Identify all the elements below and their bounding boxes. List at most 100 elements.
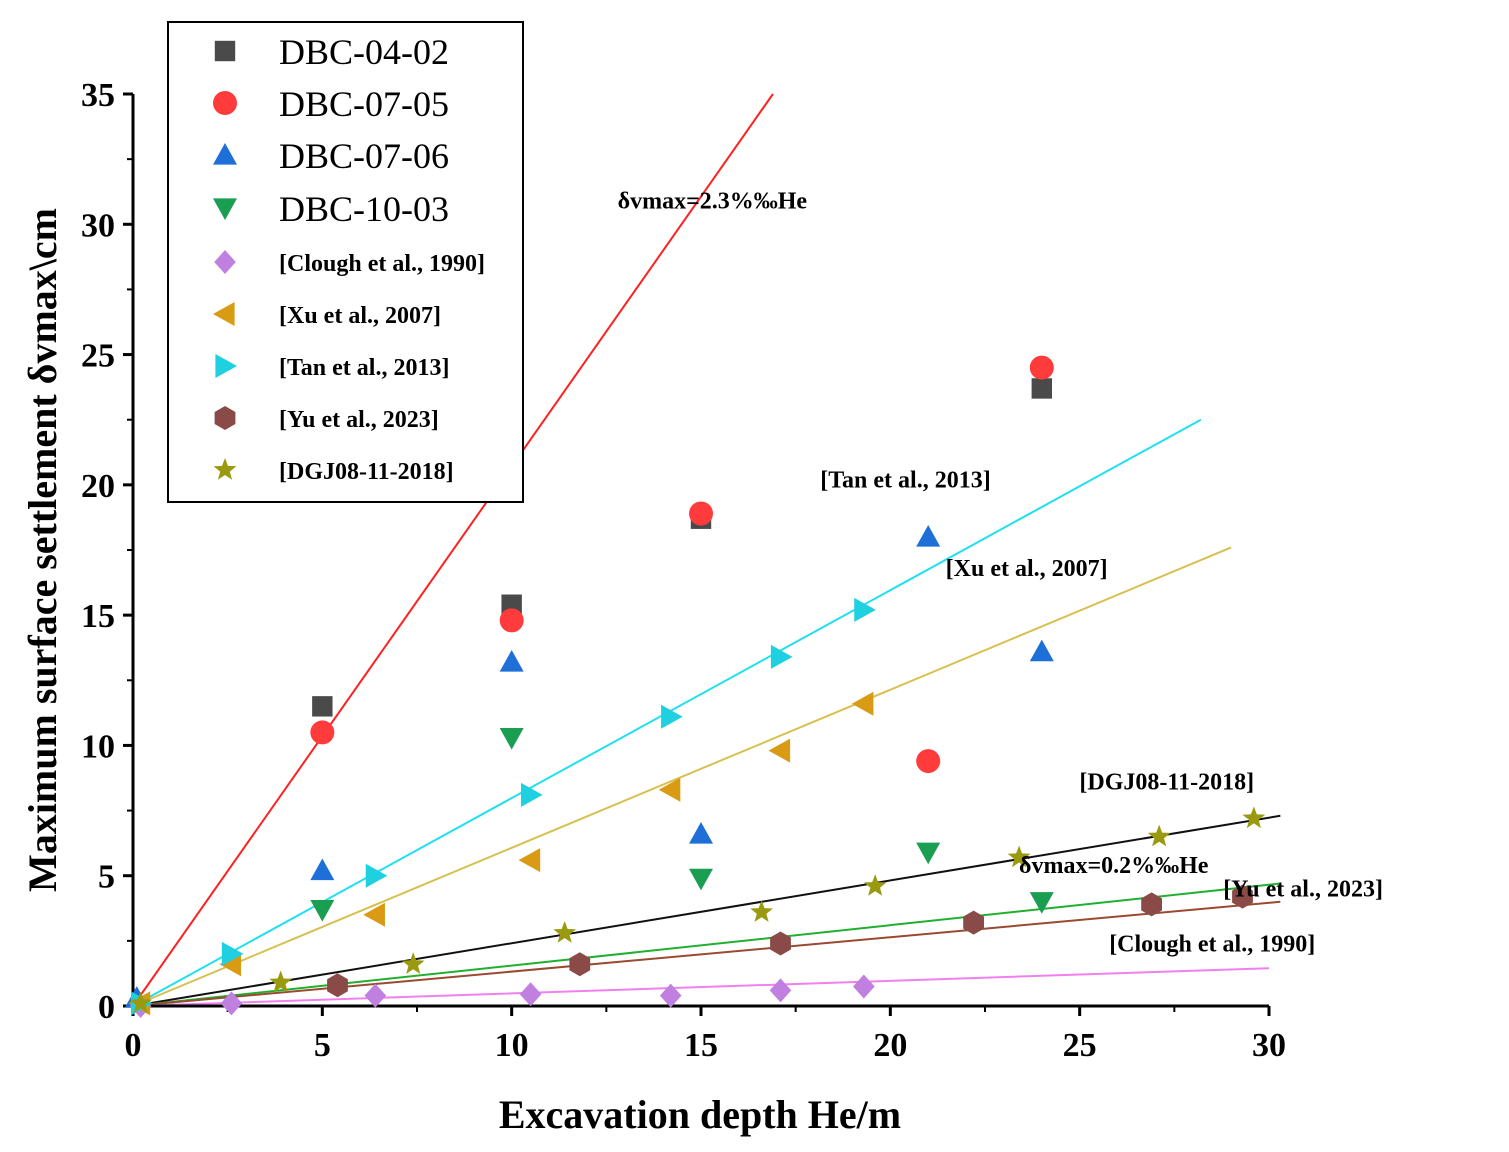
annotation-label: δvmax=0.2%‰He <box>1019 853 1209 879</box>
data-point-series-3 <box>1029 892 1054 914</box>
data-point-series-4 <box>519 982 542 1007</box>
fit-line-4 <box>132 882 1281 1007</box>
y-tick-label: 20 <box>81 468 115 505</box>
data-point-series-1 <box>689 501 713 526</box>
data-point-series-8 <box>863 874 887 896</box>
data-point-series-8 <box>1147 824 1171 847</box>
legend-label: [Clough et al., 1990] <box>279 251 485 277</box>
data-point-series-6 <box>365 863 388 888</box>
data-point-series-1 <box>916 749 941 774</box>
legend-marker <box>214 250 236 274</box>
data-point-series-4 <box>853 974 875 999</box>
data-point-series-8 <box>553 921 577 943</box>
data-point-series-8 <box>1007 845 1031 868</box>
annotation-label: [DGJ08-11-2018] <box>1079 770 1254 796</box>
x-tick-label: 5 <box>314 1027 331 1064</box>
x-tick-label: 25 <box>1063 1027 1097 1064</box>
data-point-series-1 <box>310 720 335 745</box>
data-point-series-5 <box>518 848 541 873</box>
annotation-label: [Xu et al., 2007] <box>946 556 1108 582</box>
markers <box>124 355 1266 1018</box>
y-tick-label: 0 <box>98 989 115 1026</box>
data-point-series-2 <box>499 650 524 672</box>
data-point-series-7 <box>963 910 984 935</box>
fit-line-3 <box>132 814 1281 1007</box>
legend-marker <box>213 143 237 165</box>
data-point-series-2 <box>689 822 713 844</box>
legend-marker <box>214 40 236 62</box>
data-point-series-6 <box>661 704 683 729</box>
legend-label: [Yu et al., 2023] <box>279 407 439 433</box>
legend-marker <box>213 91 237 115</box>
y-axis-title: Maximum surface settlement δvmax\cm <box>20 208 65 892</box>
y-tick-label: 35 <box>81 77 115 114</box>
legend-label: DBC-07-05 <box>279 84 449 124</box>
data-point-series-6 <box>221 941 244 966</box>
data-point-series-0 <box>312 696 333 717</box>
y-tick-label: 30 <box>81 207 115 244</box>
data-point-series-5 <box>658 777 681 802</box>
data-point-series-8 <box>750 900 773 922</box>
annotation-label: [Yu et al., 2023] <box>1223 877 1383 903</box>
legend-marker <box>213 458 237 480</box>
legend-label: DBC-10-03 <box>279 189 449 229</box>
data-point-series-2 <box>310 858 335 881</box>
data-point-series-5 <box>219 952 242 977</box>
data-point-series-7 <box>1232 884 1253 909</box>
legend-label: DBC-04-02 <box>279 32 449 72</box>
legend-marker <box>213 302 235 326</box>
legend-marker <box>213 198 237 220</box>
fit-line-5 <box>132 900 1281 1007</box>
data-point-series-3 <box>499 728 524 750</box>
y-tick-label: 15 <box>81 598 115 635</box>
data-point-series-1 <box>1029 355 1054 380</box>
data-point-series-5 <box>768 738 791 763</box>
annotations: δvmax=2.3%‰He [Tan et al., 2013] [Xu et al… <box>618 189 1383 958</box>
data-point-series-4 <box>220 991 243 1016</box>
y-tick-label: 25 <box>81 338 115 375</box>
y-tick-label: 5 <box>98 859 115 896</box>
data-point-series-6 <box>854 597 876 622</box>
data-point-series-4 <box>769 978 792 1003</box>
data-point-series-5 <box>851 691 874 716</box>
data-point-series-6 <box>521 782 543 807</box>
fit-lines <box>132 93 1281 1007</box>
x-tick-label: 30 <box>1252 1027 1286 1064</box>
legend: DBC-04-02 DBC-07-05 DBC-07-06 DBC-10-03 [Clo… <box>167 21 524 503</box>
fit-line-6 <box>132 967 1270 1007</box>
legend-marker <box>215 354 237 378</box>
annotation-label: [Clough et al., 1990] <box>1109 931 1315 957</box>
x-axis-title: Excavation depth He/m <box>499 1092 901 1137</box>
data-point-series-5 <box>363 902 385 927</box>
legend-label: [Xu et al., 2007] <box>279 303 441 329</box>
data-point-series-4 <box>364 983 387 1008</box>
data-point-series-8 <box>1242 806 1266 829</box>
legend-label: [DGJ08-11-2018] <box>279 459 454 485</box>
x-tick-label: 15 <box>684 1027 718 1064</box>
y-tick-label: 10 <box>81 728 115 765</box>
data-point-series-6 <box>770 644 793 669</box>
legend-label: [Tan et al., 2013] <box>279 355 449 381</box>
data-point-series-7 <box>770 931 791 956</box>
data-point-series-0 <box>1031 378 1052 399</box>
data-point-series-7 <box>1141 892 1162 917</box>
fit-line-0 <box>132 93 774 1007</box>
data-point-series-3 <box>689 868 713 891</box>
annotation-label: [Tan et al., 2013] <box>820 467 990 493</box>
data-point-series-8 <box>401 952 425 974</box>
axes: 0 5 10 15 20 25 30 0 5 10 15 20 25 30 35 <box>81 77 1286 1064</box>
x-tick-label: 20 <box>873 1027 907 1064</box>
annotation-label: δvmax=2.3%‰He <box>618 189 808 215</box>
data-point-series-7 <box>327 973 348 998</box>
data-point-series-2 <box>1029 639 1054 662</box>
fit-line-2 <box>132 546 1232 1007</box>
data-point-series-4 <box>659 983 682 1008</box>
data-point-series-3 <box>310 899 335 922</box>
data-point-series-1 <box>499 608 524 633</box>
x-tick-label: 10 <box>495 1027 529 1064</box>
data-point-series-8 <box>129 991 152 1014</box>
data-point-series-8 <box>269 970 293 993</box>
x-tick-label: 0 <box>125 1027 142 1064</box>
legend-label: DBC-07-06 <box>279 136 449 176</box>
